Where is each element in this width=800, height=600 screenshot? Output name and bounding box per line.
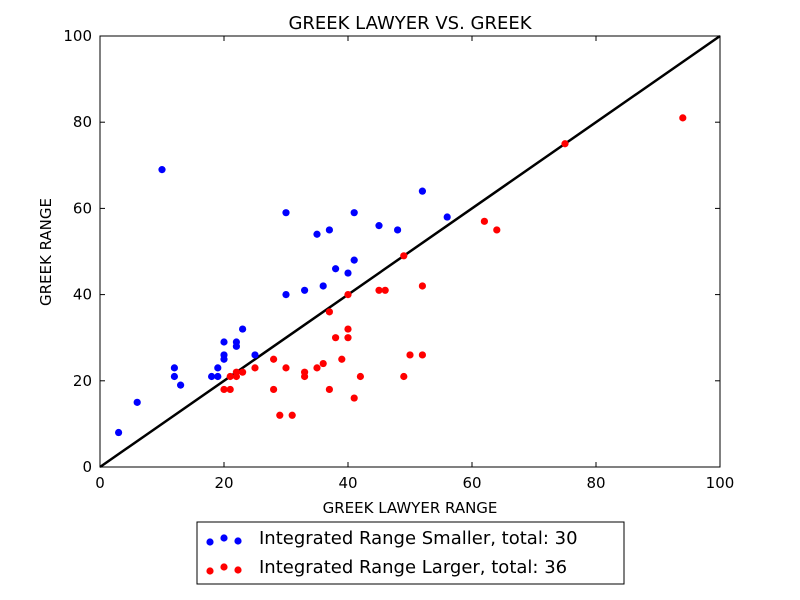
point-larger (319, 359, 327, 368)
point-smaller (133, 398, 141, 406)
x-tick-label: 60 (462, 474, 481, 492)
point-smaller (239, 325, 247, 333)
x-tick-label: 100 (706, 474, 735, 492)
x-tick-label: 20 (214, 474, 233, 492)
point-smaller (375, 222, 383, 230)
legend-marker (206, 538, 214, 546)
point-larger (344, 291, 352, 299)
legend-marker (234, 537, 242, 545)
point-smaller (325, 226, 333, 234)
point-smaller (170, 372, 178, 381)
x-tick-label: 40 (338, 474, 357, 492)
point-larger (480, 217, 488, 225)
point-larger (226, 372, 234, 381)
point-larger (301, 372, 309, 381)
point-smaller (282, 209, 290, 217)
y-tick-label: 20 (73, 372, 92, 390)
point-smaller (208, 372, 216, 381)
point-smaller (418, 187, 426, 195)
point-larger (239, 368, 247, 376)
x-tick-label: 0 (95, 474, 105, 492)
reference-line (99, 34, 721, 469)
point-larger (313, 364, 321, 372)
point-smaller (350, 256, 358, 264)
point-larger (418, 282, 426, 290)
point-larger (493, 226, 501, 234)
point-larger (282, 364, 290, 372)
legend-box (196, 521, 625, 585)
legend-marker (206, 567, 214, 575)
point-larger (226, 385, 234, 394)
legend: Integrated Range Smaller, total: 30 Inte… (196, 521, 625, 585)
point-smaller (214, 372, 222, 381)
point-larger (406, 351, 414, 359)
point-smaller (220, 338, 228, 346)
point-smaller (344, 269, 352, 277)
point-smaller (158, 166, 166, 174)
point-smaller (232, 338, 240, 346)
point-smaller (282, 291, 290, 299)
legend-marker (220, 563, 228, 571)
legend-label-smaller: Integrated Range Smaller, total: 30 (259, 528, 578, 549)
legend-marker (220, 534, 228, 542)
point-smaller (177, 381, 185, 389)
y-tick-label: 60 (73, 199, 92, 217)
legend-marker (234, 566, 242, 574)
point-larger (270, 385, 278, 394)
point-larger (270, 355, 278, 363)
point-larger (232, 368, 240, 376)
point-smaller (170, 364, 178, 372)
point-larger (288, 411, 296, 419)
point-smaller (350, 209, 358, 217)
point-larger (400, 252, 408, 260)
y-axis-label: GREEK RANGE (37, 198, 55, 306)
y-tick-label: 40 (73, 286, 92, 304)
x-axis-label: GREEK LAWYER RANGE (323, 499, 498, 517)
point-larger (344, 334, 352, 342)
legend-label-larger: Integrated Range Larger, total: 36 (259, 557, 567, 578)
point-larger (561, 140, 569, 148)
point-smaller (313, 230, 321, 238)
point-smaller (214, 364, 222, 372)
point-larger (344, 325, 352, 333)
chart-title: GREEK LAWYER VS. GREEK (288, 13, 532, 34)
point-smaller (115, 428, 123, 437)
x-tick-label: 80 (586, 474, 605, 492)
point-larger (381, 286, 389, 294)
y-tick-label: 100 (63, 27, 92, 45)
point-larger (418, 351, 426, 359)
point-larger (332, 334, 340, 342)
point-smaller (443, 213, 451, 221)
plot-frame (99, 35, 721, 468)
point-smaller (220, 351, 228, 359)
point-larger (276, 411, 284, 419)
point-smaller (319, 282, 327, 290)
point-larger (350, 394, 358, 402)
point-smaller (301, 286, 309, 294)
y-tick-label: 80 (73, 113, 92, 131)
point-larger (679, 114, 687, 122)
point-larger (220, 385, 228, 394)
point-smaller (251, 351, 259, 359)
point-larger (375, 286, 383, 294)
y-tick-label: 0 (82, 458, 92, 476)
point-larger (325, 308, 333, 316)
point-smaller (394, 226, 402, 234)
plot-area: 0 20 40 60 80 100 0 20 40 60 80 100 (63, 27, 734, 492)
point-larger (251, 364, 259, 372)
point-smaller (332, 265, 340, 273)
point-larger (400, 372, 408, 381)
point-larger (325, 385, 333, 394)
point-larger (356, 372, 364, 381)
point-larger (338, 355, 346, 363)
